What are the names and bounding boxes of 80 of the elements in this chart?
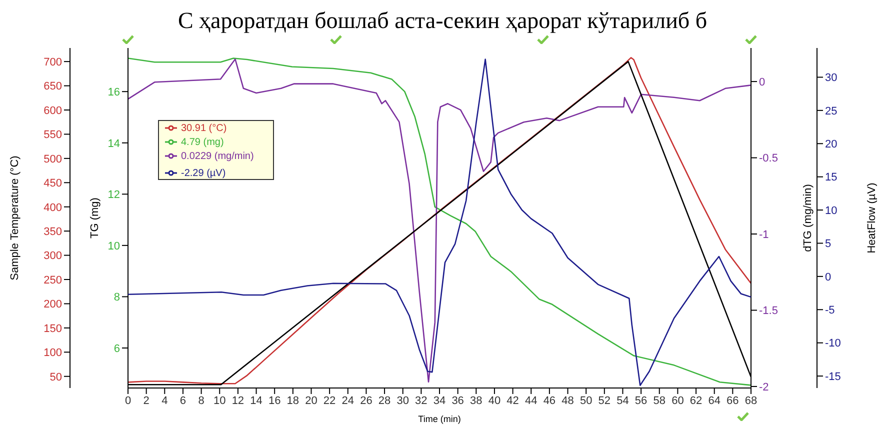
y-axis-title: HeatFlow (µV) <box>866 182 878 254</box>
x-tick-label: 66 <box>726 394 739 407</box>
y3-tick-label: -1.5 <box>759 305 778 318</box>
x-tick-label: 0 <box>124 394 132 407</box>
x-tick-label: 44 <box>524 394 538 407</box>
chart-title: С ҳароратдан бошлаб аста-секин ҳарорат кўтарилиб б <box>176 8 708 34</box>
y-tick-label: 300 <box>44 250 62 262</box>
y-tick-label: 25 <box>825 105 838 118</box>
y-tick-label: 0 <box>825 271 832 284</box>
x-tick-label: 56 <box>634 394 648 407</box>
x-tick-label: 6 <box>180 394 186 407</box>
x-tick-label: 8 <box>198 394 204 407</box>
y-tick-label: 450 <box>44 178 62 190</box>
y-tick-label: 30 <box>825 72 838 84</box>
y-axis-title: Sample Temperature (°C) <box>8 156 21 280</box>
x-tick-label: 48 <box>562 394 574 407</box>
x-tick-label: 26 <box>360 394 372 407</box>
x-tick-label: 52 <box>598 394 611 407</box>
y-tick-label: -10 <box>825 338 841 350</box>
x-tick-label: 10 <box>213 394 226 407</box>
y-tick-label: -5 <box>825 304 835 317</box>
y2-tick-label: 10 <box>108 240 120 252</box>
x-tick-label: 54 <box>616 394 629 407</box>
legend-label: -2.29 (µV) <box>181 168 226 179</box>
y3-tick-label: -1 <box>759 228 769 241</box>
x-tick-label: 34 <box>433 394 446 407</box>
y-tick-label: 15 <box>825 172 838 184</box>
y2-tick-label: 6 <box>114 342 120 355</box>
y2-tick-label: 8 <box>114 292 120 304</box>
x-tick-label: 60 <box>672 394 684 407</box>
y-tick-label: 650 <box>44 80 62 93</box>
x-tick-label: 42 <box>506 394 519 407</box>
y2-tick-label: 14 <box>108 138 120 150</box>
x-tick-label: 50 <box>580 394 592 407</box>
y-tick-label: 200 <box>44 298 62 311</box>
x-tick-label: 58 <box>653 394 666 407</box>
y-tick-label: 600 <box>44 104 62 117</box>
y-tick-label: 500 <box>44 153 62 166</box>
x-tick-label: 40 <box>488 394 501 407</box>
x-tick-label: 24 <box>342 394 354 407</box>
y2-tick-label: 16 <box>108 86 120 98</box>
x-tick-label: 4 <box>162 394 168 407</box>
y-tick-label: 10 <box>825 204 838 217</box>
x-tick-label: 30 <box>396 394 409 407</box>
y-tick-label: 50 <box>50 371 62 384</box>
x-tick-label: 62 <box>690 394 702 407</box>
y-tick-label: 5 <box>825 238 832 250</box>
y-tick-label: 100 <box>44 347 62 360</box>
x-axis-title: Time (min) <box>418 414 461 424</box>
y-tick-label: 550 <box>44 129 62 142</box>
x-tick-label: 32 <box>415 394 428 407</box>
legend-label: 0.0229 (mg/min) <box>181 151 254 162</box>
y-tick-label: 250 <box>44 274 62 286</box>
x-tick-label: 22 <box>323 394 336 407</box>
y2-axis-title: TG (mg) <box>88 198 101 238</box>
y-tick-label: 20 <box>825 138 838 151</box>
x-tick-label: 46 <box>543 394 556 407</box>
y3-tick-label: 0 <box>759 76 766 88</box>
x-tick-label: 28 <box>378 394 391 407</box>
y-tick-label: -15 <box>825 370 841 383</box>
y-tick-label: 400 <box>44 202 62 214</box>
x-tick-label: 14 <box>250 394 262 407</box>
y-tick-label: 700 <box>44 56 62 68</box>
x-tick-label: 18 <box>286 394 300 407</box>
x-tick-label: 64 <box>708 394 720 407</box>
x-tick-label: 16 <box>268 394 281 407</box>
y3-axis-title: dTG (mg/min) <box>802 184 814 252</box>
x-tick-label: 20 <box>305 394 318 407</box>
legend-label: 4.79 (mg) <box>181 137 224 148</box>
x-tick-label: 2 <box>143 394 150 407</box>
x-tick-label: 68 <box>744 394 758 407</box>
x-tick-label: 36 <box>452 394 464 407</box>
y2-tick-label: 12 <box>108 189 120 202</box>
y3-tick-label: -0.5 <box>759 152 778 165</box>
legend-label: 30.91 (°C) <box>181 123 227 134</box>
x-tick-label: 38 <box>470 394 482 407</box>
y-tick-label: 350 <box>44 226 62 238</box>
y3-tick-label: -2 <box>759 381 769 394</box>
y-tick-label: 150 <box>44 322 62 335</box>
x-tick-label: 12 <box>232 394 244 407</box>
